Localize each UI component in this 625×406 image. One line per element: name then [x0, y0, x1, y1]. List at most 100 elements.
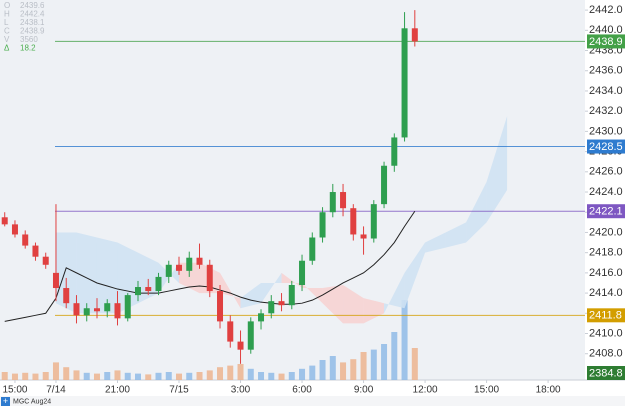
info-key: O — [4, 1, 10, 10]
volume-bar — [411, 348, 418, 380]
candle-body — [22, 234, 29, 246]
x-tick-label: 6:00 — [292, 385, 312, 396]
info-value: 2438.9 — [20, 27, 45, 36]
price-badge-label: 2428.5 — [589, 141, 623, 153]
candle-body — [247, 321, 254, 350]
volume-bar — [73, 370, 80, 380]
y-tick-label: 2442.0 — [589, 4, 623, 16]
candle-body — [11, 224, 18, 235]
candle-body — [73, 303, 80, 316]
y-tick-label: 2414.0 — [589, 287, 623, 299]
volume-bar — [32, 373, 39, 380]
cloud-segment — [55, 232, 77, 314]
cloud-segment — [466, 181, 487, 243]
volume-bar — [247, 368, 254, 380]
volume-bar — [319, 360, 326, 380]
candle-body — [309, 237, 316, 261]
cloud-segment — [137, 252, 159, 304]
y-tick-label: 2434.0 — [589, 85, 623, 97]
cloud-segment — [404, 242, 426, 309]
volume-bar — [350, 359, 357, 380]
volume-bar — [217, 367, 224, 380]
info-key: V — [4, 35, 10, 44]
info-value: 2439.6 — [20, 1, 45, 10]
cloud-segment — [363, 298, 385, 324]
x-tick-label: 7/15 — [169, 385, 189, 396]
cloud-segment — [486, 116, 508, 223]
info-key: L — [4, 18, 9, 27]
volume-bar — [155, 372, 162, 380]
volume-bar — [104, 372, 111, 380]
price-badge-label: 2411.8 — [589, 310, 622, 322]
x-tick-label: 7/14 — [46, 385, 66, 396]
x-tick-label: 9:00 — [354, 385, 374, 396]
volume-bar — [186, 372, 193, 380]
candle-body — [391, 137, 398, 166]
volume-bar — [114, 370, 121, 380]
candle-body — [288, 285, 295, 306]
candle-body — [63, 288, 70, 304]
volume-bar — [83, 372, 90, 380]
volume-bar — [145, 374, 152, 380]
candle-body — [186, 257, 193, 271]
info-value: 18.2 — [20, 44, 36, 53]
volume-bar — [258, 372, 265, 380]
candle-body — [124, 295, 131, 319]
plot-area — [1, 10, 585, 380]
footer-bar — [0, 396, 625, 406]
volume-bar — [165, 372, 172, 380]
volume-bar — [278, 373, 285, 380]
x-tick-label: 21:00 — [105, 385, 130, 396]
volume-bar — [22, 372, 29, 380]
volume-bar — [391, 332, 398, 380]
symbol-label[interactable]: MGC Aug24 — [13, 398, 51, 405]
cloud-segment — [96, 237, 118, 314]
volume-bar — [206, 370, 213, 380]
add-symbol-button[interactable] — [1, 397, 10, 406]
volume-bar — [309, 365, 316, 380]
cloud-segment — [117, 242, 138, 314]
price-badge-label: 2422.1 — [589, 206, 623, 218]
price-badge-label: 2438.9 — [589, 36, 623, 48]
candle-body — [42, 256, 49, 265]
candle-body — [176, 264, 183, 271]
info-value: 2442.4 — [20, 10, 45, 19]
candle-body — [104, 303, 111, 312]
volume-bar — [268, 372, 275, 380]
volume-bar — [42, 372, 49, 380]
candle-body — [360, 234, 367, 239]
candle-body — [411, 28, 418, 42]
candle-body — [93, 308, 100, 312]
volume-bar — [401, 300, 408, 380]
y-tick-label: 2418.0 — [589, 247, 623, 259]
cloud-segment — [240, 282, 262, 309]
price-badge — [587, 139, 625, 154]
y-tick-label: 2420.0 — [589, 226, 623, 238]
y-tick-label: 2432.0 — [589, 105, 623, 117]
candle-body — [217, 291, 224, 322]
cloud-segment — [425, 232, 446, 253]
volume-bar — [360, 352, 367, 380]
candle-body — [258, 313, 265, 322]
x-tick-label: 3:00 — [231, 385, 251, 396]
add-icon[interactable]: + — [3, 396, 8, 406]
x-tick-label: 15:00 — [2, 385, 27, 396]
price-badge — [587, 34, 625, 49]
volume-bar — [134, 373, 141, 380]
volume-bar — [329, 356, 336, 380]
candle-body — [134, 287, 141, 296]
y-tick-label: 2436.0 — [589, 65, 623, 77]
cloud-segment — [76, 232, 97, 314]
candle-body — [227, 321, 234, 342]
pinned-badge-label: 2384.8 — [589, 367, 623, 379]
cloud-segment — [281, 272, 303, 289]
volume-bar — [52, 362, 59, 380]
candle-body — [381, 165, 388, 205]
info-value: 2438.1 — [20, 18, 45, 27]
candle-body — [1, 217, 8, 225]
cloud-segment — [445, 222, 467, 248]
candle-body — [319, 212, 326, 238]
candle-body — [340, 192, 347, 209]
